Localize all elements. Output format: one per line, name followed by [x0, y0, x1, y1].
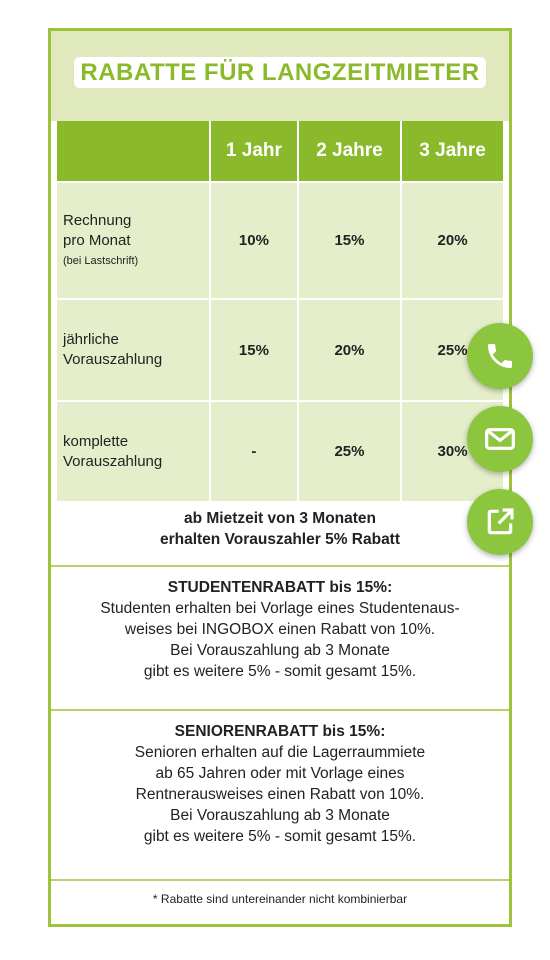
label-line: Vorauszahlung: [63, 452, 163, 470]
senior-line: Bei Vorauszahlung ab 3 Monate: [170, 807, 390, 824]
cell: -: [209, 400, 298, 501]
footnote: * Rabatte sind untereinander nicht kombi…: [152, 892, 408, 906]
cell: 15%: [296, 181, 402, 299]
mail-button[interactable]: [467, 406, 533, 472]
student-line: weises bei INGOBOX einen Rabatt von 10%.: [124, 621, 436, 638]
student-line: Studenten erhalten bei Vorlage eines Stu…: [100, 600, 460, 617]
phone-icon: [488, 344, 512, 368]
notice-line: erhalten Vorauszahler 5% Rabatt: [159, 531, 401, 548]
senior-line: Rentnerausweises einen Rabatt von 10%.: [135, 786, 425, 803]
notice-line: ab Mietzeit von 3 Monaten: [183, 510, 377, 527]
cell: 30%: [400, 400, 503, 501]
separator: [51, 565, 509, 567]
separator: [51, 879, 509, 881]
label-note: (bei Lastschrift): [63, 254, 139, 267]
senior-section: SENIORENRABATT bis 15%: Senioren erhalte…: [51, 721, 509, 847]
notice: ab Mietzeit von 3 Monaten erhalten Vorau…: [51, 508, 509, 550]
senior-heading: SENIORENRABATT bis 15%:: [174, 723, 386, 740]
separator: [51, 709, 509, 711]
row: jährliche Vorauszahlung 15% 20% 25%: [57, 298, 503, 401]
header-cell: 2 Jahre: [296, 121, 402, 182]
discount-card: RABATTE FÜR LANGZEITMIETER 1 Jahr 2 Jahr…: [48, 28, 512, 927]
student-heading: STUDENTENRABATT bis 15%:: [167, 579, 393, 596]
title: RABATTE FÜR LANGZEITMIETER: [74, 57, 486, 88]
cell: 25%: [296, 400, 402, 501]
senior-line: ab 65 Jahren oder mit Vorlage eines: [155, 765, 405, 782]
row: komplette Vorauszahlung - 25% 30%: [57, 400, 503, 501]
external-link-icon: [487, 508, 514, 535]
header-cell: [57, 121, 210, 182]
title-wrap: RABATTE FÜR LANGZEITMIETER: [51, 57, 509, 88]
row-label: jährliche Vorauszahlung: [57, 298, 210, 401]
label-line: pro Monat: [63, 231, 131, 249]
label-line: Vorauszahlung: [63, 351, 163, 368]
cell: 20%: [400, 181, 503, 299]
header-cell: 3 Jahre: [400, 121, 503, 182]
phone-button[interactable]: [467, 323, 533, 389]
label-line: Rechnung: [63, 211, 132, 229]
student-section: STUDENTENRABATT bis 15%: Studenten erhal…: [51, 577, 509, 682]
row: Rechnung pro Monat (bei Lastschrift) 10% 1…: [57, 181, 503, 299]
cell: 15%: [209, 298, 298, 401]
external-link-button[interactable]: [467, 489, 533, 555]
header-cell: 1 Jahr: [209, 121, 298, 182]
header: RABATTE FÜR LANGZEITMIETER: [51, 31, 509, 121]
senior-line: gibt es weitere 5% - somit gesamt 15%.: [143, 828, 417, 845]
row-label: Rechnung pro Monat (bei Lastschrift): [57, 181, 210, 299]
student-line: gibt es weitere 5% - somit gesamt 15%.: [143, 663, 417, 680]
discount-table: 1 Jahr 2 Jahre 3 Jahre Rechnung pro Monat…: [57, 121, 503, 501]
label-line: jährliche: [63, 331, 119, 348]
header-row: 1 Jahr 2 Jahre 3 Jahre: [57, 121, 503, 182]
mail-icon: [485, 428, 515, 450]
student-line: Bei Vorauszahlung ab 3 Monate: [170, 642, 390, 659]
row-label: komplette Vorauszahlung: [57, 400, 210, 501]
cell: 10%: [209, 181, 298, 299]
senior-line: Senioren erhalten auf die Lagerraummiete: [134, 744, 426, 761]
label-line: komplette: [63, 432, 129, 450]
cell: 20%: [296, 298, 402, 401]
